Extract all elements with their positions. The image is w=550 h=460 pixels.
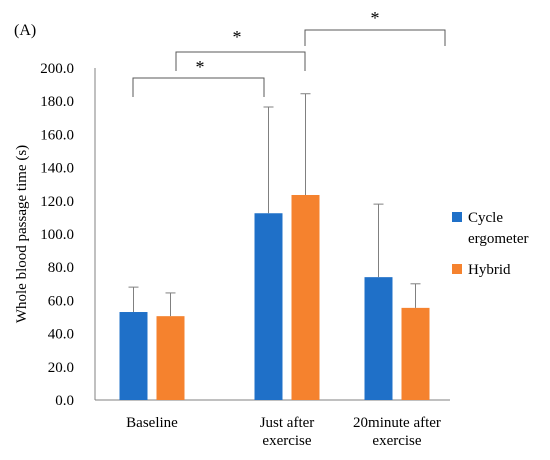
- y-tick-label: 80.0: [48, 260, 74, 276]
- x-category-label: 20minute after: [353, 415, 441, 431]
- y-tick-label: 200.0: [40, 61, 74, 77]
- legend-item-hybrid: Hybrid: [452, 260, 550, 281]
- bar: [291, 194, 320, 400]
- significance-label: *: [233, 27, 242, 47]
- legend-label-cycle-ergometer: Cycle ergometer: [468, 210, 529, 247]
- legend-label-hybrid: Hybrid: [468, 262, 511, 278]
- y-tick-label: 180.0: [40, 94, 74, 110]
- panel-label: (A): [14, 22, 37, 39]
- x-category-label: exercise: [372, 433, 421, 449]
- significance-label: *: [371, 8, 380, 28]
- y-tick-label: 0.0: [55, 393, 74, 409]
- y-tick-label: 40.0: [48, 327, 74, 343]
- x-category-label: Just after: [260, 415, 315, 431]
- bar: [119, 312, 148, 400]
- legend: Cycle ergometer Hybrid: [452, 208, 550, 291]
- x-category-label: Baseline: [126, 415, 178, 431]
- y-tick-label: 120.0: [40, 194, 74, 210]
- legend-swatch-hybrid: [452, 264, 462, 274]
- y-axis-title: Whole blood passage time (s): [14, 145, 30, 323]
- y-tick-label: 140.0: [40, 161, 74, 177]
- bar: [364, 277, 393, 400]
- x-category-label: exercise: [262, 433, 311, 449]
- y-tick-label: 100.0: [40, 227, 74, 243]
- significance-bracket: [132, 77, 265, 97]
- bar: [156, 316, 185, 400]
- legend-swatch-cycle-ergometer: [452, 212, 462, 222]
- significance-bracket: [304, 29, 446, 46]
- significance-bracket: [175, 51, 306, 71]
- bar: [401, 307, 430, 400]
- legend-item-cycle-ergometer: Cycle ergometer: [452, 208, 550, 250]
- bar: [254, 213, 283, 400]
- significance-label: *: [196, 57, 205, 77]
- y-tick-label: 60.0: [48, 293, 74, 309]
- y-tick-label: 20.0: [48, 360, 74, 376]
- y-tick-label: 160.0: [40, 127, 74, 143]
